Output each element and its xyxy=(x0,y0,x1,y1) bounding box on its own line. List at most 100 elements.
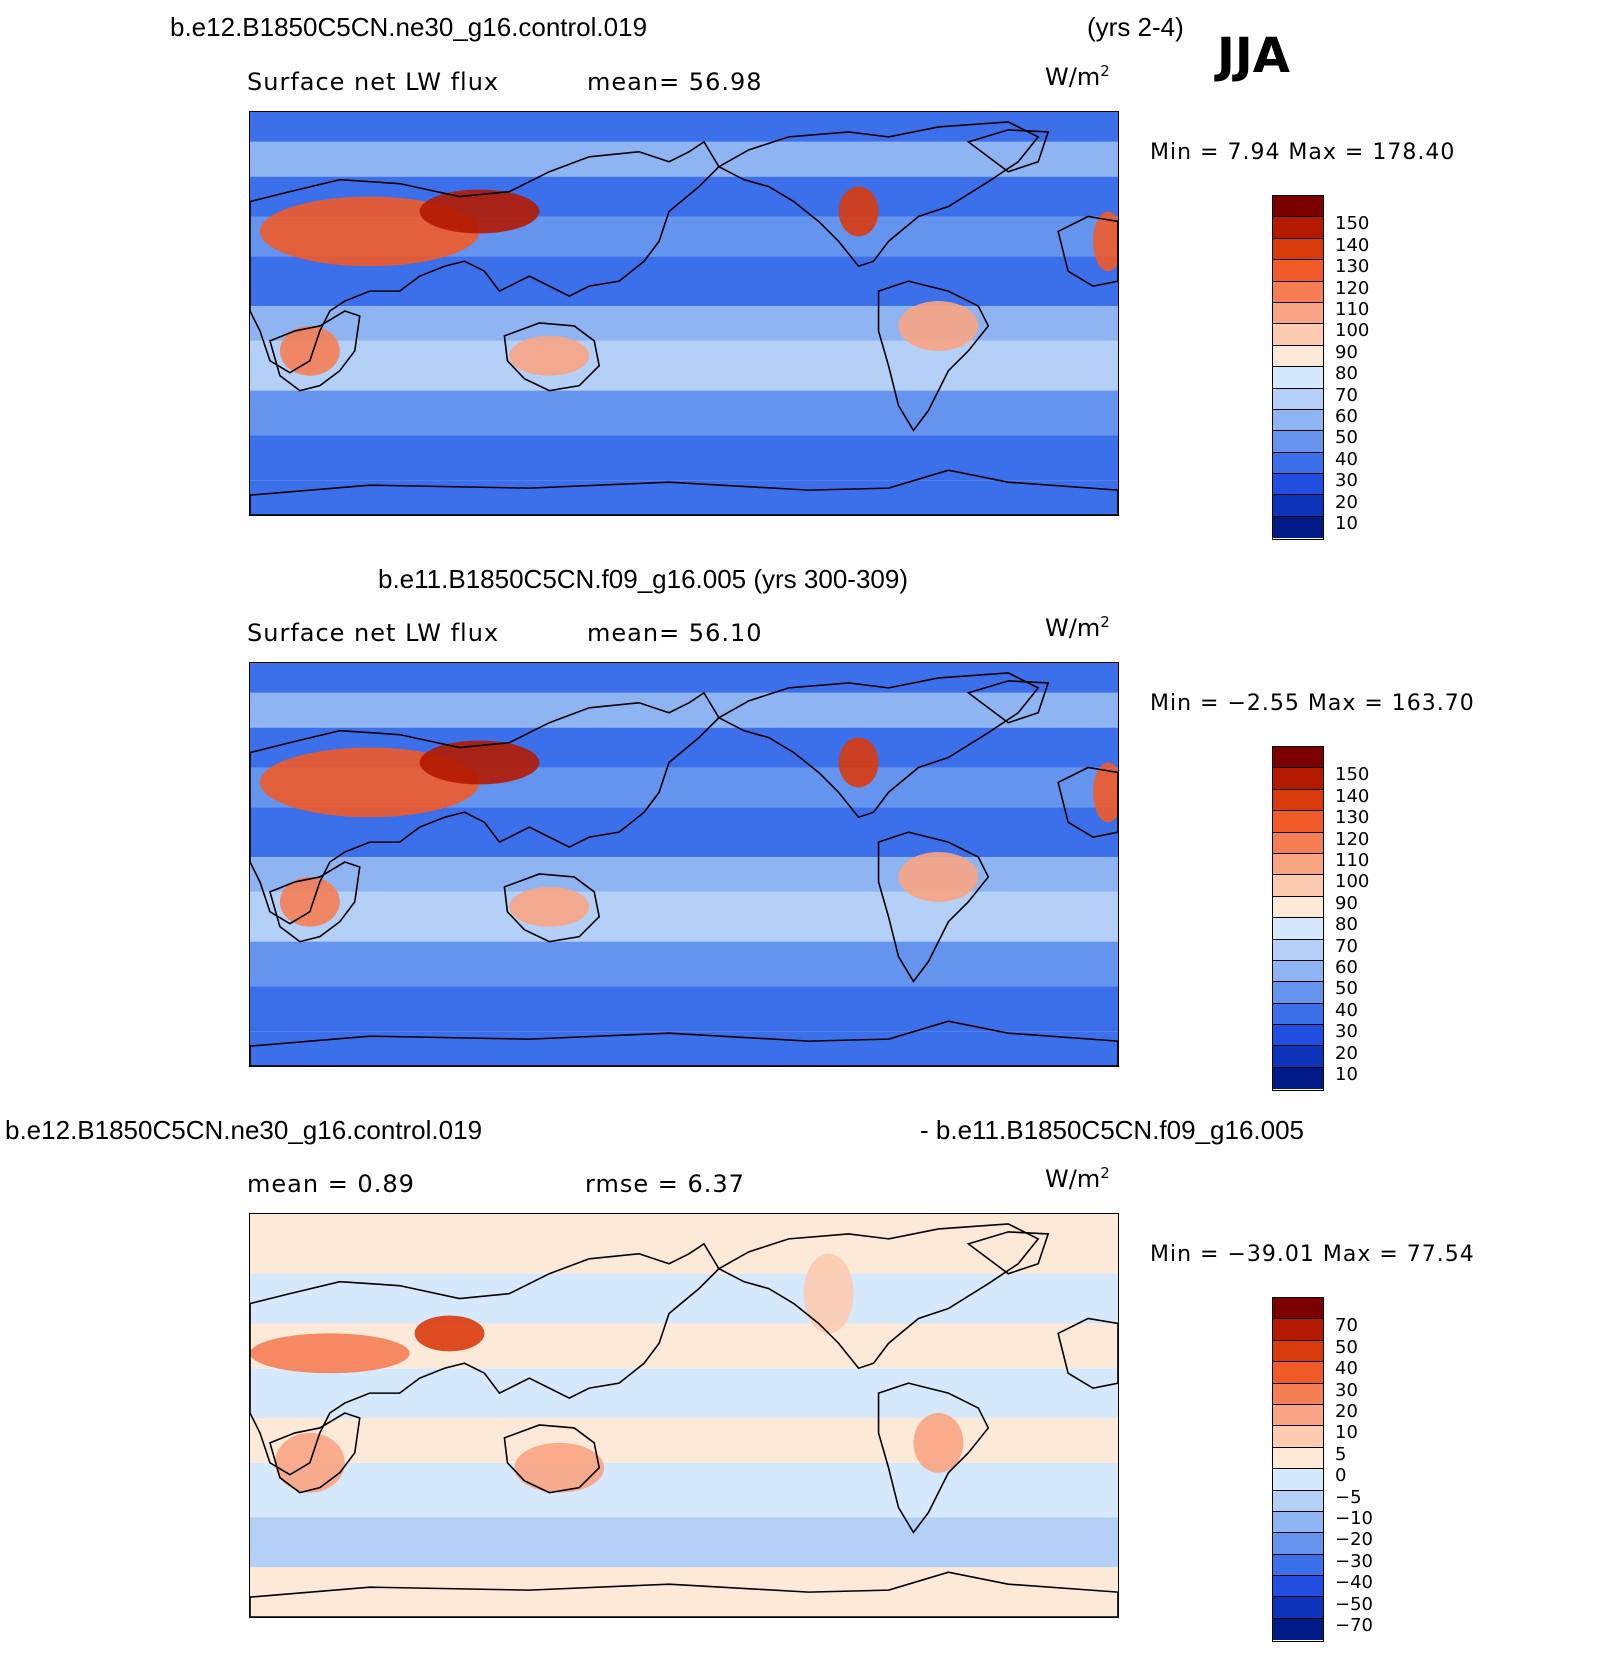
colorbar-box xyxy=(1273,747,1323,769)
field-band xyxy=(250,1567,1118,1617)
colorbar-label: −40 xyxy=(1335,1572,1373,1594)
colorbar-label: 150 xyxy=(1335,213,1370,235)
colorbar-box xyxy=(1273,896,1323,919)
field-anomaly xyxy=(419,740,540,785)
colorbar-label: 5 xyxy=(1335,1443,1347,1465)
colorbar-box xyxy=(1273,1447,1323,1470)
field-band xyxy=(250,941,1118,987)
colorbar-box xyxy=(1273,1340,1323,1363)
field-anomaly xyxy=(1093,762,1118,823)
coastline xyxy=(250,469,1118,515)
field-band xyxy=(250,692,1118,728)
field-band xyxy=(250,1214,1118,1274)
panel-2-minmax: Min = −2.55 Max = 163.70 xyxy=(1150,691,1475,716)
colorbar-label: 50 xyxy=(1335,1336,1358,1358)
colorbar-label: 50 xyxy=(1335,427,1358,449)
colorbar-box xyxy=(1273,1554,1323,1577)
field-anomaly xyxy=(1093,211,1118,272)
colorbar-label: 90 xyxy=(1335,892,1358,914)
colorbar-label: 140 xyxy=(1335,785,1370,807)
colorbar-label: 30 xyxy=(1335,1379,1358,1401)
field-band xyxy=(250,891,1118,942)
coastline xyxy=(503,1424,601,1494)
coastline xyxy=(1057,1317,1118,1389)
panel-2-colorbar xyxy=(1272,746,1324,1092)
coastline xyxy=(717,672,1040,819)
colorbar-label: 110 xyxy=(1335,850,1370,871)
colorbar-box xyxy=(1273,409,1323,432)
coastline xyxy=(966,680,1050,724)
colorbar-box xyxy=(1273,960,1323,983)
panel-2-title: b.e11.B1850C5CN.f09_g16.005 (yrs 300-309… xyxy=(378,564,908,594)
coastline xyxy=(268,1412,361,1494)
field-anomaly xyxy=(913,1413,964,1473)
field-anomaly xyxy=(514,1442,605,1493)
colorbar-label: 100 xyxy=(1335,320,1370,342)
colorbar-label: 10 xyxy=(1335,1422,1358,1444)
colorbar-box xyxy=(1273,217,1323,239)
colorbar-box xyxy=(1273,1362,1323,1384)
coastline xyxy=(268,861,361,943)
colorbar-box xyxy=(1273,281,1323,303)
colorbar-label: 130 xyxy=(1335,807,1370,829)
panel-3-rmse: rmse = 6.37 xyxy=(585,1170,745,1198)
field-band xyxy=(250,1462,1118,1518)
panel-1-minmax: Min = 7.94 Max = 178.40 xyxy=(1150,140,1456,165)
colorbar-box xyxy=(1273,832,1323,854)
colorbar-label: 90 xyxy=(1335,341,1358,363)
colorbar-box xyxy=(1273,918,1323,940)
panel-1-variable: Surface net LW flux xyxy=(247,68,500,96)
coastline xyxy=(717,121,1040,268)
colorbar-label: −50 xyxy=(1335,1593,1373,1615)
field-band xyxy=(250,141,1118,177)
coastline xyxy=(1057,766,1118,838)
colorbar-box xyxy=(1273,1511,1323,1534)
field-band xyxy=(250,986,1118,1032)
colorbar-box xyxy=(1273,1404,1323,1427)
field-anomaly xyxy=(838,737,879,788)
colorbar-box xyxy=(1273,345,1323,368)
colorbar-box xyxy=(1273,302,1323,325)
colorbar-box xyxy=(1273,474,1323,496)
field-anomaly xyxy=(279,876,340,927)
coastline xyxy=(877,1382,990,1534)
field-band xyxy=(250,663,1118,693)
field-anomaly xyxy=(250,1333,410,1374)
panel-2-mean: mean= 56.10 xyxy=(587,619,763,647)
coastline xyxy=(250,1020,1118,1066)
colorbar-label: 140 xyxy=(1335,234,1370,256)
colorbar-label: 120 xyxy=(1335,277,1370,299)
field-anomaly xyxy=(414,1315,485,1352)
field-anomaly xyxy=(898,852,979,902)
coastline xyxy=(268,310,361,392)
colorbar-box xyxy=(1273,431,1323,453)
field-anomaly xyxy=(838,186,879,237)
field-band xyxy=(250,1517,1118,1568)
colorbar-label: 30 xyxy=(1335,1021,1358,1043)
panel-3-map xyxy=(249,1213,1119,1618)
field-anomaly xyxy=(509,886,590,927)
coastline xyxy=(250,691,720,925)
colorbar-label: 10 xyxy=(1335,1064,1358,1085)
field-anomaly xyxy=(279,325,340,376)
colorbar-box xyxy=(1273,875,1323,897)
colorbar-label: 0 xyxy=(1335,1465,1347,1487)
colorbar-label: 60 xyxy=(1335,957,1358,978)
colorbar-box xyxy=(1273,982,1323,1004)
colorbar-box xyxy=(1273,1426,1323,1448)
colorbar-box xyxy=(1273,1383,1323,1405)
colorbar-label: −20 xyxy=(1335,1529,1373,1551)
colorbar-box xyxy=(1273,495,1323,517)
panel-3-title-right: - b.e11.B1850C5CN.f09_g16.005 xyxy=(920,1115,1305,1145)
colorbar-box xyxy=(1273,1618,1323,1641)
coastline xyxy=(877,280,990,432)
colorbar-label: −70 xyxy=(1335,1615,1373,1636)
colorbar-box xyxy=(1273,1490,1323,1512)
panel-2-variable: Surface net LW flux xyxy=(247,619,500,647)
colorbar-box xyxy=(1273,1597,1323,1619)
field-band xyxy=(250,340,1118,391)
colorbar-box xyxy=(1273,1067,1323,1090)
colorbar-box xyxy=(1273,1576,1323,1598)
coastline xyxy=(877,831,990,983)
colorbar-label: −5 xyxy=(1335,1486,1362,1508)
